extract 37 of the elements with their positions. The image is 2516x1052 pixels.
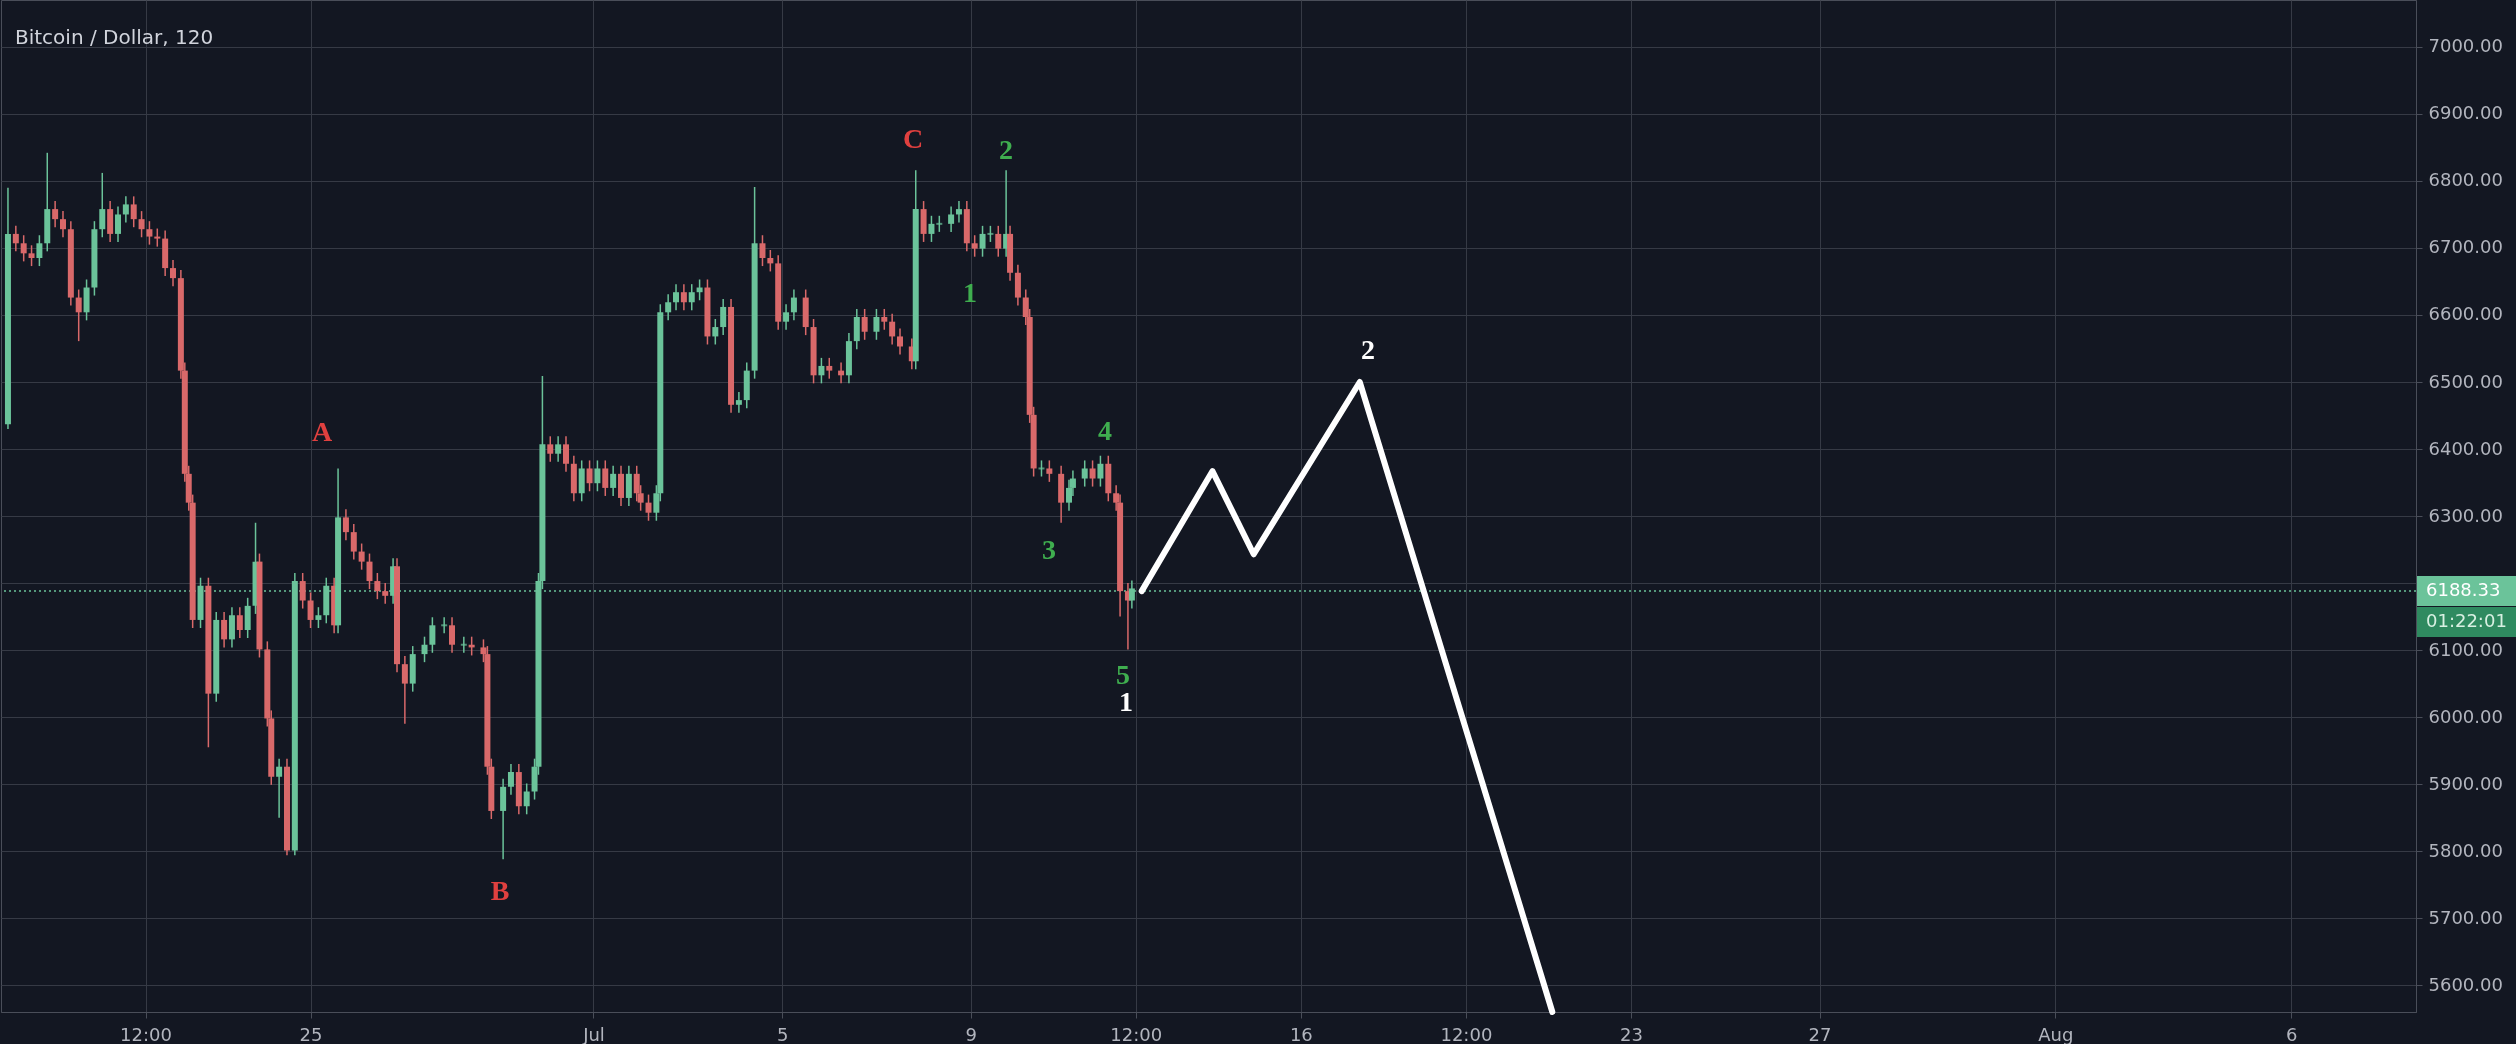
text: Bitcoin / Dollar, 120 [15,25,214,49]
y-tick-label: 6700.00 [2428,236,2503,258]
y-tick-label: 5700.00 [2428,906,2503,928]
x-tick-label: 25 [299,1023,323,1045]
y-tick-label: 7000.00 [2428,35,2503,57]
y-tick-label: 6500.00 [2428,370,2503,392]
y-tick-label: 5800.00 [2428,839,2503,861]
x-tick-label: 12:00 [1110,1023,1163,1045]
x-tick-label: Aug [2038,1023,2074,1045]
annotation: 2 [999,134,1013,165]
text: 01:22:01 [2426,609,2507,631]
ref-line-label: 6188.33 [2426,578,2501,600]
x-tick-label: 16 [1289,1023,1313,1045]
x-tick-label: 12:00 [120,1023,172,1045]
y-tick-label: 6100.00 [2428,638,2503,660]
x-tick-label: 9 [965,1023,977,1045]
annotation: 1 [963,277,977,308]
y-tick-label: 6900.00 [2428,102,2503,124]
y-tick-label: 6600.00 [2428,303,2503,325]
annotation: B [490,875,510,906]
x-tick-label: 12:00 [1440,1023,1493,1045]
x-tick-label: 5 [776,1023,789,1045]
annotation: 2 [1361,334,1375,365]
x-tick-label: 23 [1619,1023,1643,1045]
y-tick-label: 6300.00 [2428,504,2503,526]
y-tick-label: 6000.00 [2428,705,2503,727]
y-tick-label: 5900.00 [2428,772,2503,794]
annotation: C [902,123,924,154]
y-tick-label: 6800.00 [2428,169,2503,191]
y-tick-label: 6400.00 [2428,437,2503,459]
x-tick-label: 27 [1808,1023,1832,1045]
y-tick-label: 5600.00 [2428,973,2503,995]
annotation: A [311,416,333,447]
x-tick-label: 6 [2285,1023,2298,1045]
annotation: 4 [1098,415,1112,446]
annotation: 3 [1042,534,1056,565]
x-tick-label: Jul [582,1023,605,1045]
